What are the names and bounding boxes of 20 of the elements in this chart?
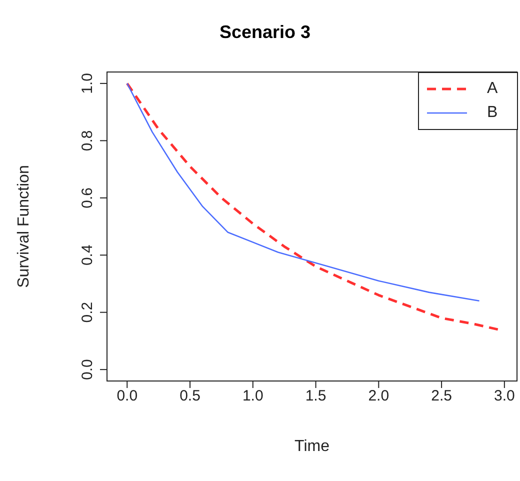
x-tick-label: 2.5	[431, 388, 452, 405]
y-tick-label: 0.2	[79, 302, 96, 323]
x-tick-label: 0.0	[116, 388, 138, 405]
y-tick-label: 0.6	[79, 187, 96, 208]
x-axis-title: Time	[294, 438, 330, 455]
line-series	[126, 82, 480, 302]
y-tick-label: 0.8	[79, 130, 96, 152]
y-tick-label: 0.4	[79, 244, 96, 266]
y-tick-label: 1.0	[79, 73, 96, 94]
x-tick-label: 1.0	[242, 388, 264, 405]
x-tick-label: 2.0	[368, 388, 390, 405]
x-tick-label: 0.5	[180, 388, 200, 405]
x-tick-label: 1.5	[305, 388, 326, 405]
x-tick-label: 3.0	[494, 388, 515, 405]
legend-label: A	[487, 80, 498, 98]
line-series	[126, 82, 500, 331]
y-axis-title: Survival Function	[16, 165, 33, 288]
legend-label: B	[487, 104, 498, 122]
chart-title: Scenario 3	[219, 22, 311, 42]
y-tick-label: 0.0	[79, 359, 96, 380]
